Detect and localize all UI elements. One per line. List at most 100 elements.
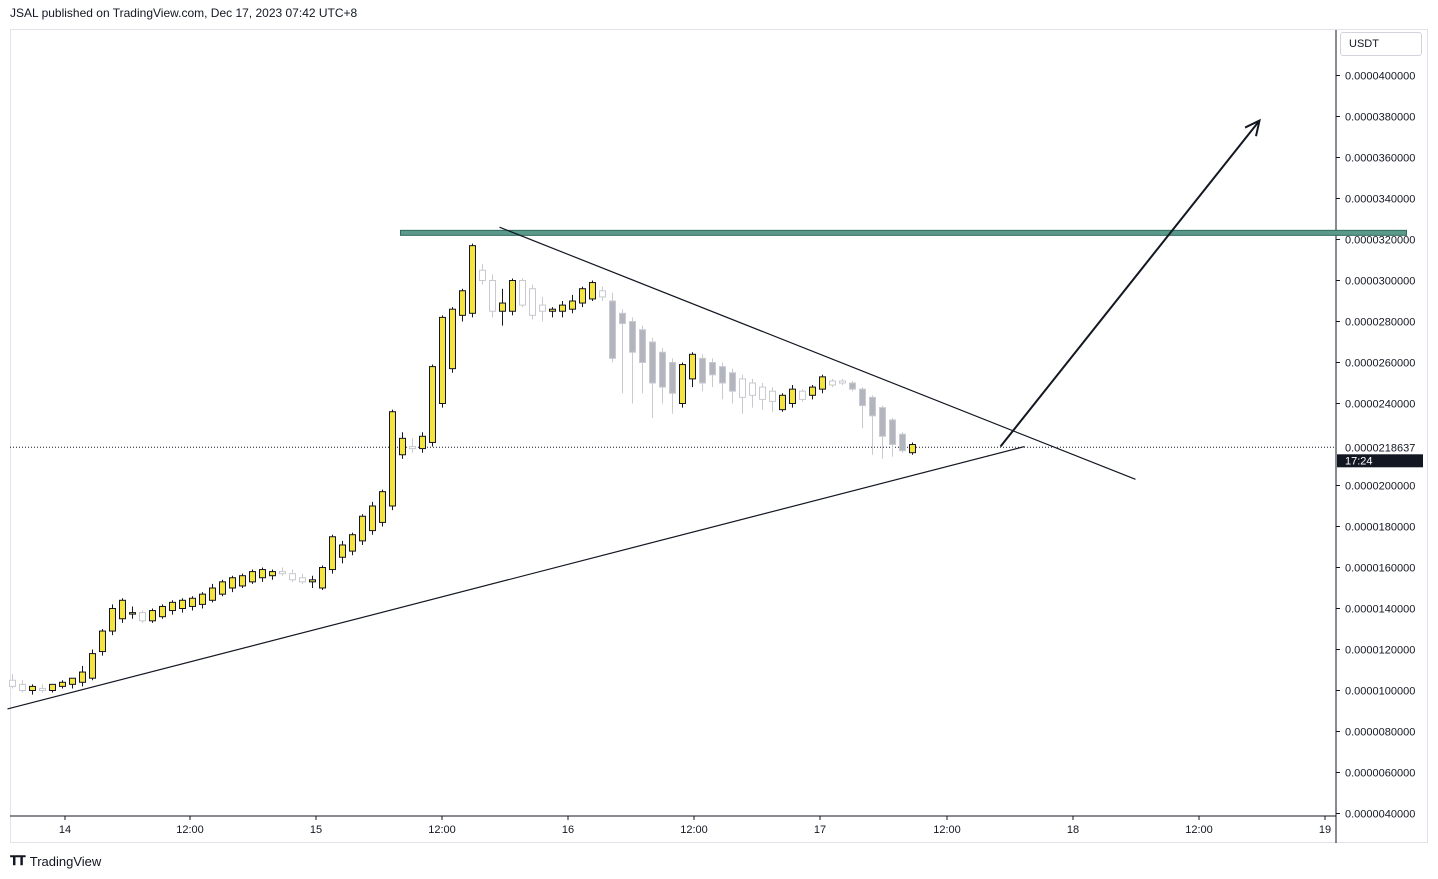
candle-body	[759, 386, 766, 400]
time-tick-label: 18	[1067, 824, 1079, 836]
candle	[99, 629, 106, 656]
time-tick-label: 17	[814, 824, 826, 836]
candle	[479, 264, 486, 285]
time-tick-label: 14	[59, 824, 71, 836]
arrow-head	[1244, 118, 1261, 137]
candle	[309, 575, 316, 588]
candle	[559, 301, 566, 318]
countdown-bg	[1337, 454, 1423, 468]
candle	[139, 610, 146, 623]
candle-body	[279, 571, 286, 575]
candle-body	[669, 362, 676, 394]
candle	[399, 432, 406, 459]
price-tick-label: 0.0000180000	[1345, 522, 1415, 534]
candle-body	[439, 316, 446, 404]
current-price-label: 0.0000218637 17:24	[1337, 440, 1423, 468]
price-tick-label: 0.0000100000	[1345, 686, 1415, 698]
candle-body	[849, 382, 856, 390]
candle-body	[599, 290, 606, 298]
candle-body	[739, 378, 746, 398]
candle	[879, 405, 886, 459]
time-tick-label: 12:00	[1185, 824, 1213, 836]
time-axis[interactable]: 14 12:00 15 12:00 16 12:00 17 12:00 18 12:00 19	[59, 816, 1331, 836]
footer-brand[interactable]: 𝐓𝐓 TradingView	[10, 853, 101, 869]
candle	[589, 280, 596, 301]
candle	[469, 243, 476, 318]
candle	[319, 565, 326, 591]
candle-body	[239, 575, 246, 587]
candle-body	[719, 366, 726, 384]
candle	[769, 387, 776, 412]
candle	[179, 598, 186, 613]
candle	[609, 292, 616, 363]
price-axis[interactable]: 0.0000400000 0.0000380000 0.0000360000 0.00…	[1336, 71, 1415, 821]
candle-body	[79, 671, 86, 683]
candle	[669, 358, 676, 414]
candle	[89, 649, 96, 681]
candles	[9, 243, 916, 695]
candle	[459, 288, 466, 322]
projection-arrow-line	[999, 119, 1261, 448]
candle	[889, 417, 896, 457]
candle-body	[349, 534, 356, 552]
candle	[39, 684, 46, 693]
candle	[409, 438, 416, 453]
candle-body	[69, 677, 76, 685]
price-tick-label: 0.0000340000	[1345, 194, 1415, 206]
trendlines[interactable]	[7, 118, 1261, 710]
candle-body	[499, 302, 506, 312]
candle-body	[249, 571, 256, 583]
price-tick-label: 0.0000080000	[1345, 727, 1415, 739]
candle	[899, 432, 906, 453]
candle-body	[619, 312, 626, 325]
currency-selector[interactable]: USDT	[1340, 32, 1422, 56]
candle-body	[329, 536, 336, 571]
candle	[819, 374, 826, 394]
candle-body	[789, 388, 796, 404]
candle-body	[229, 577, 236, 589]
candle-body	[59, 681, 66, 687]
candle-body	[219, 581, 226, 595]
candle-body	[299, 577, 306, 583]
candle	[729, 368, 736, 404]
candle-body	[29, 685, 36, 692]
candle-body	[649, 341, 656, 384]
chart-frame	[10, 29, 1428, 843]
candle	[709, 358, 716, 388]
candle-body	[289, 573, 296, 581]
candle-body	[869, 396, 876, 417]
candle	[509, 278, 516, 316]
candle-body	[539, 304, 546, 312]
candle	[829, 378, 836, 388]
price-tick-label: 0.0000140000	[1345, 604, 1415, 616]
candle-body	[479, 269, 486, 281]
price-tick-label: 0.0000120000	[1345, 645, 1415, 657]
candle-body	[509, 280, 516, 312]
candle	[519, 278, 526, 308]
candle	[679, 362, 686, 408]
candle	[79, 665, 86, 687]
candle	[659, 348, 666, 404]
candle-body	[109, 608, 116, 632]
candle	[499, 288, 506, 326]
candle	[219, 579, 226, 597]
time-tick-label: 12:00	[933, 824, 961, 836]
candle	[909, 442, 916, 455]
candle-body	[309, 579, 316, 583]
candle	[49, 683, 56, 693]
candle	[369, 501, 376, 535]
candle-body	[419, 435, 426, 450]
candle-body	[879, 407, 886, 437]
candle-body	[559, 304, 566, 312]
resistance-zone[interactable]	[400, 229, 1407, 236]
price-tick-label: 0.0000040000	[1345, 809, 1415, 821]
candle-body	[179, 599, 186, 609]
candle	[119, 598, 126, 623]
candle-body	[639, 329, 646, 364]
candle	[639, 325, 646, 394]
candle-body	[709, 362, 716, 376]
candle-body	[149, 610, 156, 622]
candle	[789, 385, 796, 408]
candle-body	[189, 597, 196, 607]
